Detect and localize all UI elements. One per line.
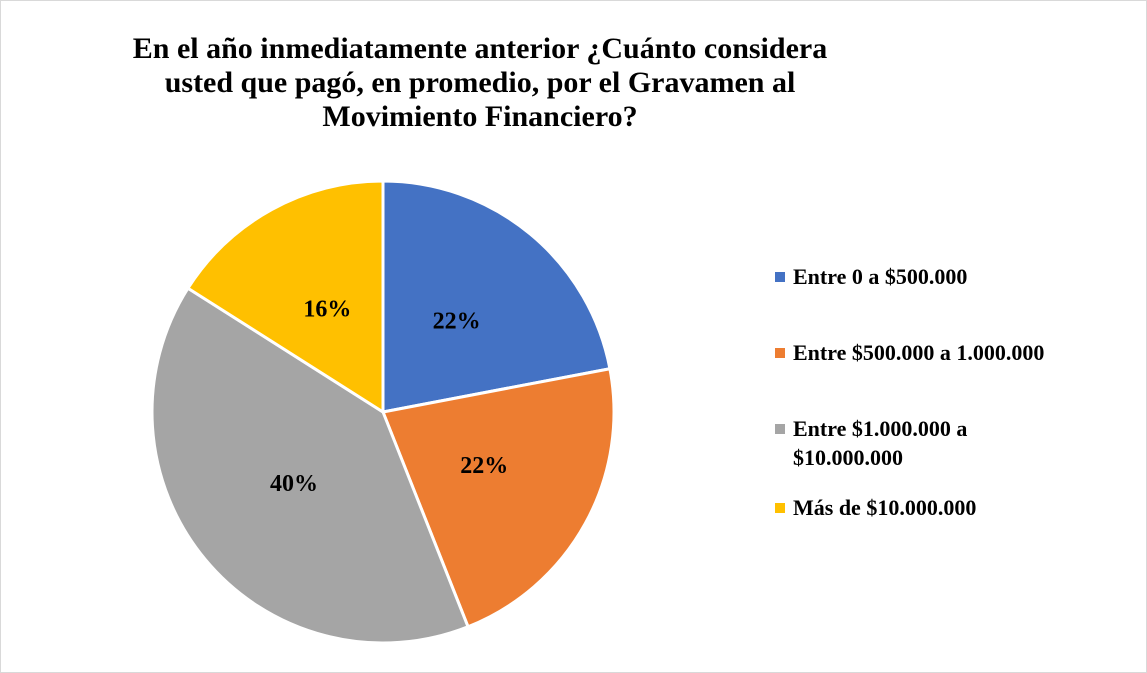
legend-label: Entre 0 a $500.000 <box>793 264 968 289</box>
legend-label: Más de $10.000.000 <box>793 495 977 520</box>
data-label: 22% <box>433 309 481 335</box>
data-label: 22% <box>460 453 508 479</box>
legend-item: Entre $500.000 a 1.000.000 <box>773 338 1147 367</box>
legend-swatch <box>775 424 785 434</box>
legend-swatch <box>775 503 785 513</box>
legend-swatch <box>775 272 785 282</box>
legend-item: Entre $1.000.000 a $10.000.000 <box>773 414 1043 472</box>
legend-item: Entre 0 a $500.000 <box>773 262 1073 291</box>
legend-label: Entre $1.000.000 a $10.000.000 <box>793 416 968 470</box>
legend: Entre 0 a $500.000 Entre $500.000 a 1.000… <box>773 262 1143 569</box>
legend-item: Más de $10.000.000 <box>773 493 1073 522</box>
legend-swatch <box>775 348 785 358</box>
pie-slice <box>381 179 612 414</box>
chart-title: En el año inmediatamente anterior ¿Cuánt… <box>132 32 828 133</box>
data-label: 40% <box>270 471 318 497</box>
data-label: 16% <box>303 296 351 322</box>
pie-slice <box>380 366 616 629</box>
pie-slice <box>150 286 470 645</box>
pie-slice <box>185 179 385 415</box>
legend-label: Entre $500.000 a 1.000.000 <box>793 340 1045 365</box>
